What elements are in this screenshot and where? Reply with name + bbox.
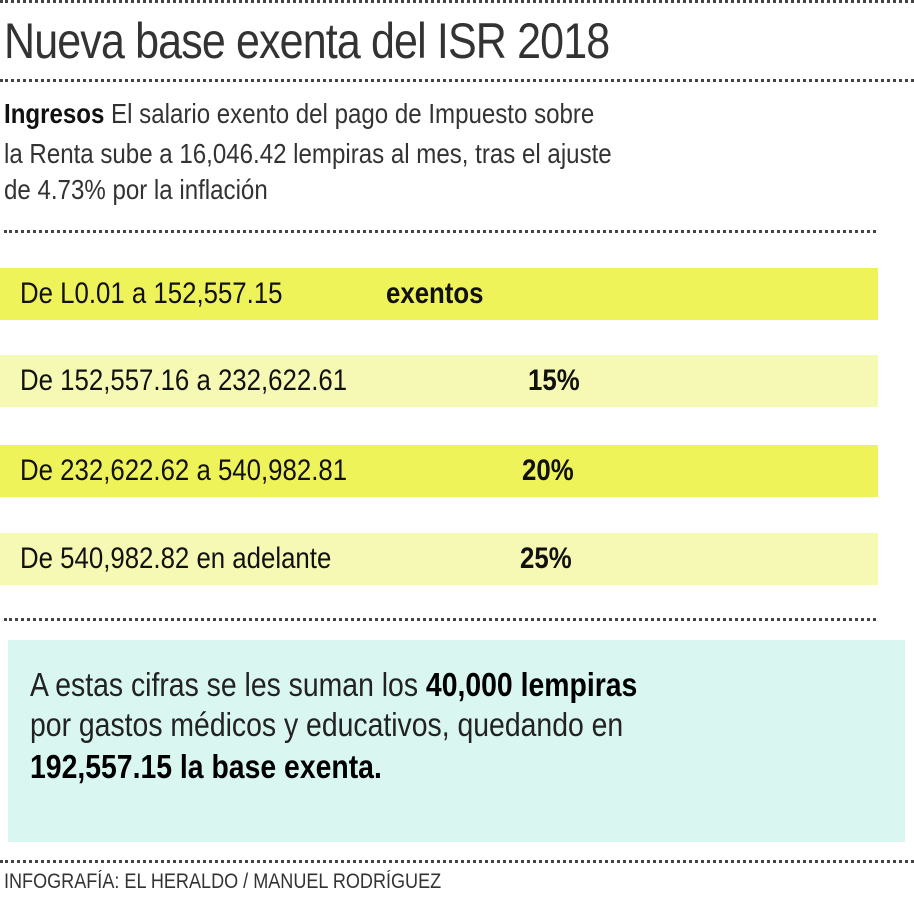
intro-line-2: la Renta sube a 16,046.42 lempiras al me… — [4, 138, 612, 169]
note-line-2: por gastos médicos y educativos, quedand… — [30, 706, 624, 743]
bracket-rate: 15% — [528, 364, 580, 397]
bracket-range: De 232,622.62 a 540,982.81 — [20, 454, 348, 487]
note-text: A estas cifras se les suman los — [30, 666, 426, 703]
bracket-rate: 20% — [522, 454, 574, 487]
divider — [4, 230, 876, 233]
bracket-rate: exentos — [386, 277, 484, 310]
intro-line-1: Ingresos El salario exento del pago de I… — [4, 98, 594, 130]
bracket-range: De L0.01 a 152,557.15 — [20, 277, 283, 310]
bracket-range: De 540,982.82 en adelante — [20, 542, 332, 575]
page-title: Nueva base exenta del ISR 2018 — [4, 13, 610, 69]
note-line-1: A estas cifras se les suman los 40,000 l… — [30, 666, 637, 704]
divider — [0, 0, 914, 3]
divider — [0, 860, 914, 863]
credit-footer: INFOGRAFÍA: EL HERALDO / MANUEL RODRÍGUE… — [4, 870, 442, 893]
bracket-row: De L0.01 a 152,557.15 exentos — [0, 268, 878, 320]
note-bold: 40,000 lempiras — [425, 666, 638, 703]
intro-lead: Ingresos — [4, 98, 105, 129]
intro-line-3: de 4.73% por la inflación — [4, 174, 268, 205]
bracket-row: De 152,557.16 a 232,622.61 15% — [0, 355, 878, 407]
note-line-3: 192,557.15 la base exenta. — [30, 748, 382, 785]
divider — [4, 618, 876, 621]
bracket-row: De 232,622.62 a 540,982.81 20% — [0, 445, 878, 497]
note-box: A estas cifras se les suman los 40,000 l… — [8, 640, 905, 842]
bracket-row: De 540,982.82 en adelante 25% — [0, 533, 878, 585]
bracket-rate: 25% — [520, 542, 572, 575]
bracket-range: De 152,557.16 a 232,622.61 — [20, 364, 348, 397]
divider — [0, 79, 914, 82]
intro-text: El salario exento del pago de Impuesto s… — [104, 98, 595, 129]
